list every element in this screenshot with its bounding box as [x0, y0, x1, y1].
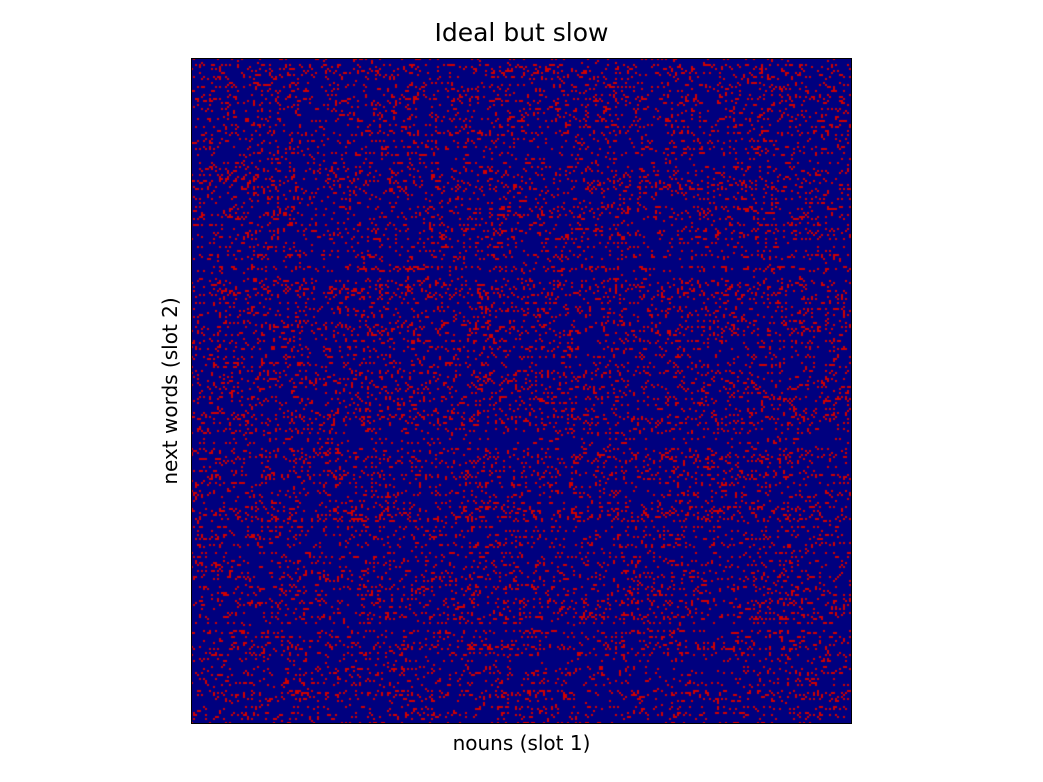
chart-title: Ideal but slow	[434, 18, 609, 47]
y-axis-label: next words (slot 2)	[158, 297, 182, 485]
heatmap-image	[191, 58, 852, 724]
heatmap-plot-area	[191, 58, 852, 724]
x-axis-label: nouns (slot 1)	[452, 731, 591, 755]
